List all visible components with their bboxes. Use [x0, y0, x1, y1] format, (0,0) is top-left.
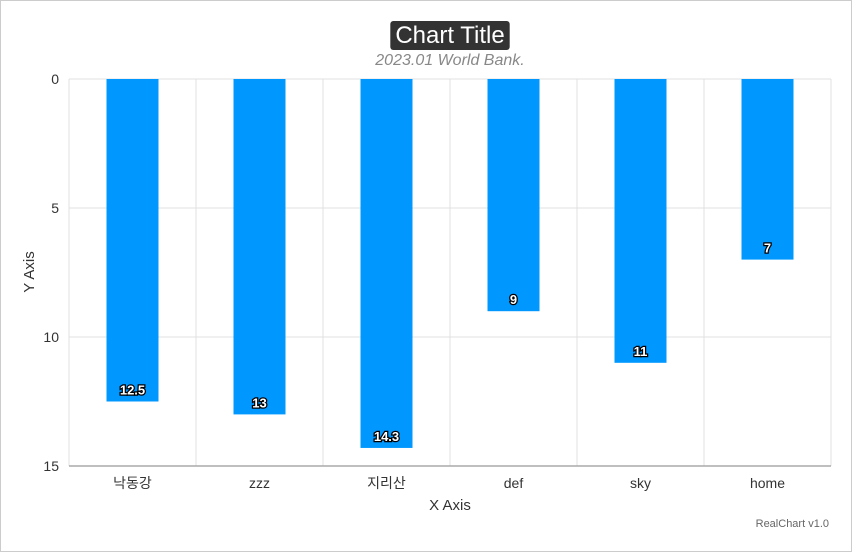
bar-0[interactable] [106, 79, 159, 402]
data-label-2: 14.3 [374, 429, 399, 444]
credits: RealChart v1.0 [756, 518, 829, 530]
data-label-0: 12.5 [120, 383, 145, 398]
x-tick-label-2: 지리산 [367, 475, 406, 491]
y-axis-title: Y Axis [21, 251, 38, 292]
y-tick-label-1: 5 [51, 200, 59, 216]
chart-title: Chart Title [395, 22, 504, 49]
grid [68, 78, 832, 467]
data-labels: 12.5 13 14.3 9 11 7 [119, 239, 773, 445]
chart-subtitle: 2023.01 World Bank. [374, 52, 524, 69]
data-label-4: 11 [634, 344, 648, 359]
y-axis-ticks: 0 5 10 15 [43, 71, 59, 474]
data-label-1: 13 [252, 395, 266, 410]
bar-2[interactable] [360, 79, 413, 448]
bar-1[interactable] [233, 79, 286, 415]
bar-4[interactable] [614, 79, 667, 363]
data-label-5: 7 [764, 241, 771, 256]
x-tick-label-4: sky [630, 475, 651, 491]
x-tick-label-0: 낙동강 [113, 475, 152, 491]
x-tick-label-5: home [750, 475, 785, 491]
x-axis-title: X Axis [429, 497, 471, 514]
data-label-3: 9 [510, 292, 517, 307]
x-tick-label-3: def [504, 475, 524, 491]
y-tick-label-0: 0 [51, 71, 59, 87]
chart-title-group: Chart Title [390, 21, 510, 50]
bars [106, 79, 794, 448]
chart-title-background [390, 21, 510, 50]
y-tick-label-3: 15 [43, 458, 59, 474]
bar-5[interactable] [741, 79, 794, 260]
x-axis-ticks: 낙동강 zzz 지리산 def sky home [113, 475, 785, 491]
x-tick-label-1: zzz [249, 475, 270, 491]
bar-3[interactable] [487, 79, 540, 312]
y-tick-label-2: 10 [43, 329, 59, 345]
